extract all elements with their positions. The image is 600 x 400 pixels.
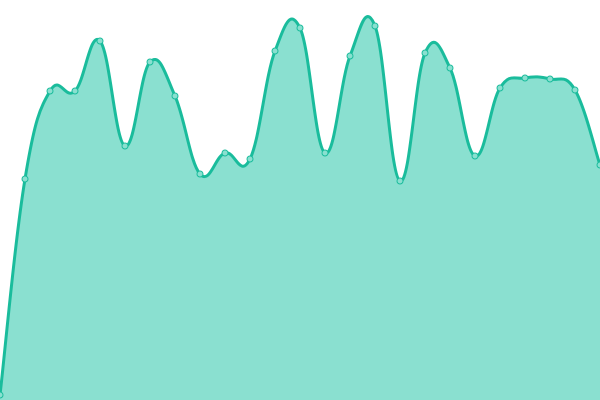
data-point [346,52,354,60]
data-point [446,64,454,72]
data-point [71,87,79,95]
data-point [271,47,279,55]
data-point [471,152,479,160]
data-point [521,74,529,82]
data-point [571,86,579,94]
data-point [421,49,429,57]
data-point [221,149,229,157]
data-point [46,87,54,95]
data-points [0,22,600,399]
data-point [371,22,379,30]
area-fill [0,16,600,400]
data-point [146,58,154,66]
data-point [246,155,254,163]
data-point [296,24,304,32]
series-line [0,15,600,396]
data-point [396,177,404,185]
data-point [121,142,129,150]
data-point [321,149,329,157]
data-point [196,170,204,178]
data-point [96,37,104,45]
data-point [596,161,600,169]
data-point [546,75,554,83]
data-point [21,175,29,183]
data-point [0,391,4,399]
data-point [171,92,179,100]
data-point [496,84,504,92]
